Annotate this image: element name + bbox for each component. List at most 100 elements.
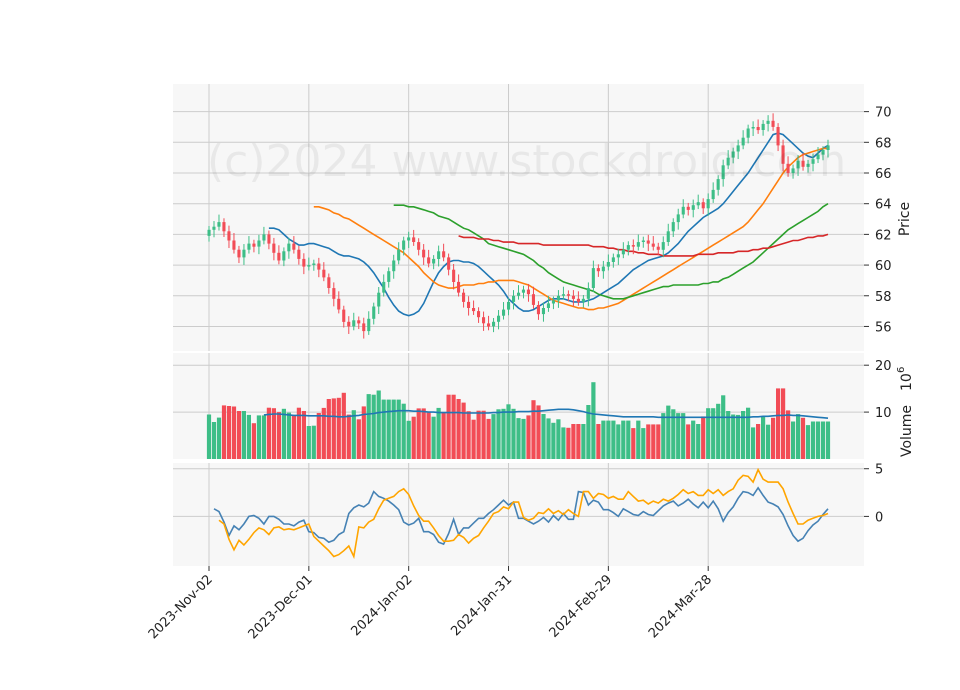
volume-bar — [456, 399, 461, 459]
candle-body — [507, 301, 511, 310]
candle-body — [287, 243, 291, 252]
volume-bar — [621, 420, 626, 459]
volume-bar — [596, 424, 601, 459]
candle-body — [217, 222, 221, 227]
moving-average-line — [458, 233, 829, 257]
candle-body — [267, 234, 271, 244]
volume-bar — [341, 392, 346, 459]
candle-body — [262, 234, 266, 241]
candle-body — [252, 243, 256, 247]
candle-body — [337, 298, 341, 310]
candle-body — [517, 292, 521, 296]
volume-bar — [701, 416, 706, 459]
volume-tick-label: 10 — [875, 406, 892, 421]
volume-bar — [751, 427, 756, 459]
candle-body — [776, 127, 780, 146]
volume-axis-title: Volume 10 6 — [896, 367, 915, 457]
candle-body — [387, 271, 391, 282]
candle-body — [561, 294, 565, 296]
volume-bar — [376, 390, 381, 459]
candle-body — [606, 262, 610, 267]
y-tick-labels: 56 58 60 62 64 66 68 70 10 20 0 5 — [875, 106, 892, 526]
candle-body — [422, 249, 426, 258]
volume-bar — [356, 419, 361, 459]
volume-bar — [825, 421, 831, 459]
oscillator-line — [213, 486, 829, 546]
volume-bar — [366, 394, 371, 459]
candle-body — [367, 318, 371, 332]
volume-bar — [391, 399, 396, 459]
volume-bar — [511, 408, 516, 459]
candle-body — [247, 243, 251, 250]
candle-body — [362, 323, 366, 332]
candle-body — [317, 263, 321, 270]
volume-bar — [231, 406, 237, 459]
volume-bar — [436, 407, 441, 459]
candle-body — [756, 127, 760, 131]
candle-body — [781, 145, 785, 164]
candle-body — [357, 320, 361, 324]
volume-bar — [681, 413, 686, 459]
watermark: (c)2024 www.stockdroid.com — [207, 136, 846, 187]
volume-bar — [566, 427, 571, 459]
volume-bars — [206, 382, 831, 459]
candle-body — [731, 151, 735, 158]
x-tick-label: 2024-Mar-28 — [646, 572, 715, 641]
volume-bar — [431, 416, 436, 459]
volume-bar — [815, 421, 821, 459]
candle-body — [462, 292, 466, 302]
candle-body — [297, 249, 301, 259]
candle-body — [716, 179, 720, 190]
price-tick-label: 64 — [875, 198, 892, 213]
candle-body — [467, 301, 471, 308]
volume-bar — [241, 411, 246, 459]
volume-bar — [706, 408, 711, 459]
candle-body — [377, 292, 381, 307]
candle-body — [636, 242, 640, 247]
candle-body — [666, 231, 670, 242]
volume-bar — [786, 410, 791, 459]
volume-bar — [211, 422, 217, 459]
candle-body — [641, 240, 645, 242]
candle-body — [312, 263, 316, 265]
moving-average-line — [393, 203, 829, 300]
candle-body — [222, 222, 226, 232]
candle-body — [432, 258, 436, 264]
candle-body — [427, 257, 431, 264]
candle-body — [566, 294, 570, 296]
volume-bar — [321, 407, 326, 459]
volume-bar — [531, 400, 536, 459]
oscillator-panel-background — [173, 463, 864, 566]
candle-body — [601, 266, 605, 272]
candle-body — [596, 268, 600, 272]
volume-bar — [306, 426, 311, 459]
volume-bar — [446, 394, 451, 459]
volume-bar — [541, 414, 546, 459]
candle-body — [497, 315, 501, 322]
candle-body — [741, 137, 745, 146]
volume-bar — [236, 411, 242, 459]
candle-body — [232, 240, 236, 250]
candle-body — [332, 288, 336, 299]
price-tick-label: 60 — [875, 259, 892, 274]
volume-bar — [606, 420, 611, 459]
candle-body — [372, 306, 376, 319]
candle-body — [437, 251, 441, 259]
candle-body — [591, 268, 595, 288]
candle-body — [676, 214, 680, 223]
candle-body — [347, 321, 351, 327]
candle-body — [541, 308, 545, 315]
volume-bar — [371, 394, 376, 459]
candle-body — [526, 289, 530, 295]
candle-body — [242, 249, 246, 258]
volume-bar — [561, 427, 566, 459]
price-tick-label: 56 — [875, 320, 892, 335]
volume-bar — [206, 414, 212, 459]
candle-body — [447, 257, 451, 270]
candle-body — [651, 243, 655, 247]
volume-bar — [536, 405, 541, 459]
volume-bar — [276, 412, 281, 459]
candle-body — [796, 160, 800, 169]
volume-bar — [251, 423, 256, 459]
